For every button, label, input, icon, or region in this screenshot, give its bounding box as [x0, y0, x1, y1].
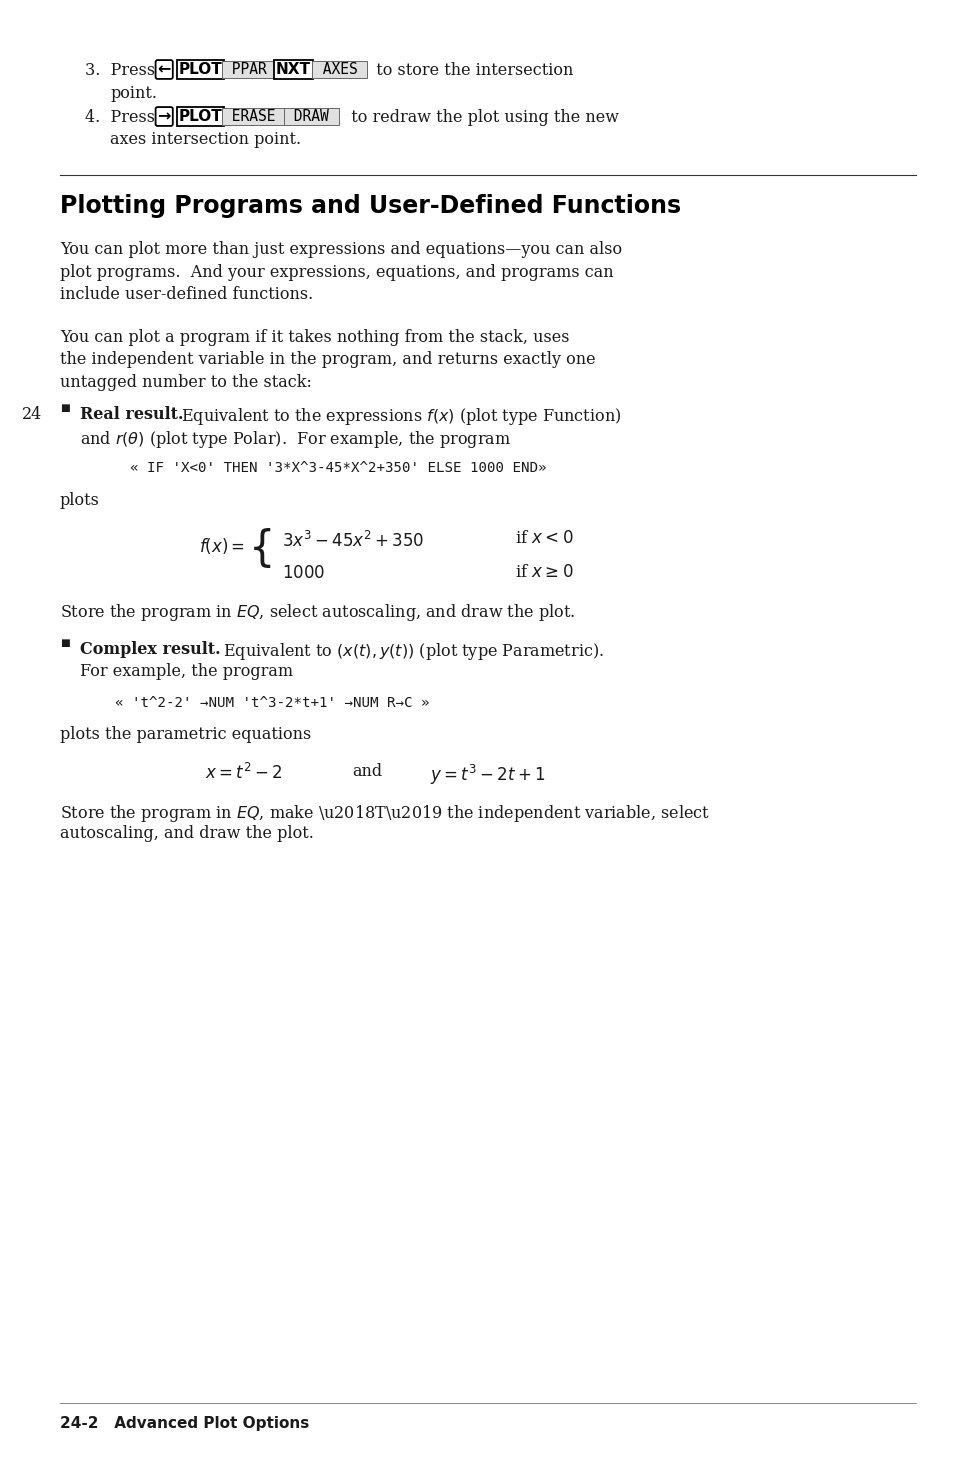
- Text: point.: point.: [110, 85, 157, 101]
- Text: plots the parametric equations: plots the parametric equations: [60, 726, 311, 744]
- Text: Plotting Programs and User-Defined Functions: Plotting Programs and User-Defined Funct…: [60, 195, 680, 218]
- Text: You can plot more than just expressions and equations—you can also: You can plot more than just expressions …: [60, 242, 621, 259]
- Text: $f(x) = $: $f(x) = $: [199, 536, 245, 556]
- Text: $y = t^3 - 2t + 1$: $y = t^3 - 2t + 1$: [430, 763, 545, 788]
- Text: PLOT: PLOT: [178, 61, 222, 78]
- Text: You can plot a program if it takes nothing from the stack, uses: You can plot a program if it takes nothi…: [60, 329, 569, 346]
- Text: include user-defined functions.: include user-defined functions.: [60, 287, 313, 303]
- Text: PLOT: PLOT: [178, 108, 222, 124]
- Text: axes intersection point.: axes intersection point.: [110, 132, 301, 148]
- Text: $3x^3 - 45x^2 + 350$: $3x^3 - 45x^2 + 350$: [282, 530, 424, 550]
- Text: « IF 'X<0' THEN '3*X^3-45*X^2+350' ELSE 1000 END»: « IF 'X<0' THEN '3*X^3-45*X^2+350' ELSE …: [130, 461, 546, 476]
- Text: →: →: [157, 108, 171, 124]
- Text: Real result.: Real result.: [80, 407, 183, 423]
- Text: $1000$: $1000$: [282, 565, 325, 583]
- Text: autoscaling, and draw the plot.: autoscaling, and draw the plot.: [60, 826, 314, 842]
- Text: Complex result.: Complex result.: [80, 641, 220, 657]
- Text: ■: ■: [60, 638, 70, 649]
- Text: AXES: AXES: [314, 61, 366, 78]
- Text: to redraw the plot using the new: to redraw the plot using the new: [340, 108, 618, 126]
- Text: Store the program in $EQ$, make \u2018T\u2019 the independent variable, select: Store the program in $EQ$, make \u2018T\…: [60, 802, 709, 824]
- Text: For example, the program: For example, the program: [80, 663, 293, 681]
- Text: Equivalent to $(x(t), y(t))$ (plot type Parametric).: Equivalent to $(x(t), y(t))$ (plot type …: [218, 641, 603, 662]
- Text: and: and: [352, 763, 382, 780]
- Text: if $x < 0$: if $x < 0$: [515, 530, 573, 548]
- Text: PPAR: PPAR: [223, 61, 275, 78]
- Text: to store the intersection: to store the intersection: [366, 61, 574, 79]
- Text: 4.  Press: 4. Press: [85, 108, 160, 126]
- Text: plot programs.  And your expressions, equations, and programs can: plot programs. And your expressions, equ…: [60, 264, 613, 281]
- Text: DRAW: DRAW: [285, 108, 337, 124]
- Text: $x = t^2 - 2$: $x = t^2 - 2$: [205, 763, 282, 783]
- Text: « 't^2-2' →NUM 't^3-2*t+1' →NUM R→C »: « 't^2-2' →NUM 't^3-2*t+1' →NUM R→C »: [115, 695, 429, 710]
- Text: ■: ■: [60, 404, 70, 413]
- Text: 24: 24: [22, 407, 42, 423]
- Text: untagged number to the stack:: untagged number to the stack:: [60, 373, 312, 391]
- Text: 3.  Press: 3. Press: [85, 61, 160, 79]
- Text: ERASE: ERASE: [223, 108, 284, 124]
- Text: NXT: NXT: [275, 61, 311, 78]
- Text: the independent variable in the program, and returns exactly one: the independent variable in the program,…: [60, 351, 595, 369]
- Text: plots: plots: [60, 492, 100, 509]
- Text: $\{$: $\{$: [248, 527, 271, 571]
- Text: Store the program in $EQ$, select autoscaling, and draw the plot.: Store the program in $EQ$, select autosc…: [60, 603, 575, 624]
- Text: Equivalent to the expressions $f(x)$ (plot type Function): Equivalent to the expressions $f(x)$ (pl…: [176, 407, 621, 427]
- Text: if $x \geq 0$: if $x \geq 0$: [515, 565, 573, 581]
- Text: and $r(\theta)$ (plot type Polar).  For example, the program: and $r(\theta)$ (plot type Polar). For e…: [80, 429, 511, 449]
- Text: ←: ←: [157, 61, 171, 78]
- Text: 24-2   Advanced Plot Options: 24-2 Advanced Plot Options: [60, 1416, 309, 1430]
